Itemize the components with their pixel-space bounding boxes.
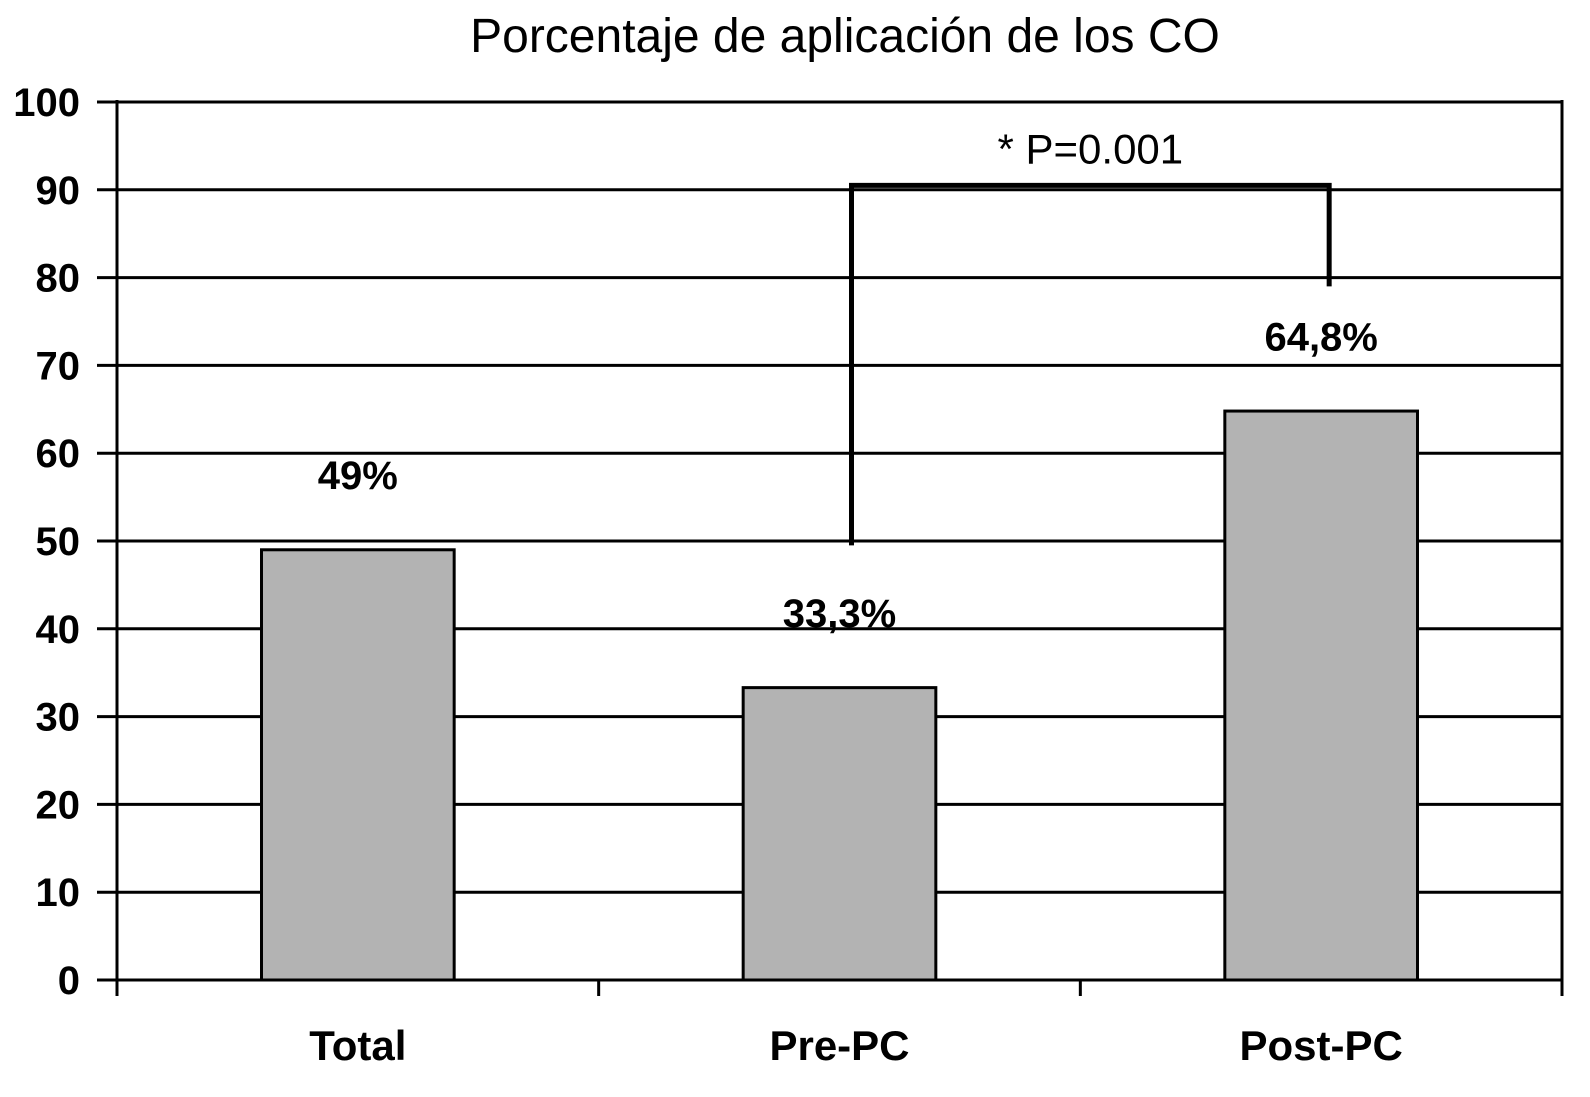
- y-tick-label: 0: [58, 959, 80, 1003]
- y-tick-label: 70: [36, 344, 81, 388]
- significance-bracket: [849, 182, 1332, 546]
- x-tick-label: Post-PC: [1239, 1022, 1402, 1069]
- axes: 0 10 20 30 40 50 60 70 80 90 100 Total Pre-PC Post-PC: [13, 81, 1564, 1069]
- data-label: 64,8%: [1264, 315, 1377, 359]
- data-label: 49%: [318, 454, 398, 498]
- y-tick-label: 90: [36, 169, 81, 213]
- y-tick-label: 100: [13, 81, 80, 125]
- bars: [260, 409, 1420, 982]
- y-tick-label: 10: [36, 871, 81, 915]
- bar-pre-pc: [741, 686, 938, 982]
- x-tick-label: Total: [309, 1022, 406, 1069]
- y-tick-label: 20: [36, 783, 81, 827]
- x-tick-label: Pre-PC: [769, 1022, 909, 1069]
- y-tick-label: 40: [36, 608, 81, 652]
- y-tick-label: 60: [36, 432, 81, 476]
- data-label: 33,3%: [783, 592, 896, 636]
- y-tick-label: 30: [36, 696, 81, 740]
- chart-title: Porcentaje de aplicación de los CO: [470, 10, 1220, 63]
- significance-annotation: * P=0.001: [849, 125, 1332, 546]
- y-tick-label: 80: [36, 257, 81, 301]
- bar-total: [260, 548, 456, 982]
- p-value-annotation: * P=0.001: [997, 125, 1183, 172]
- data-labels: 49% 33,3% 64,8%: [318, 315, 1378, 636]
- y-tick-label: 50: [36, 520, 81, 564]
- bar-post-pc: [1223, 409, 1420, 982]
